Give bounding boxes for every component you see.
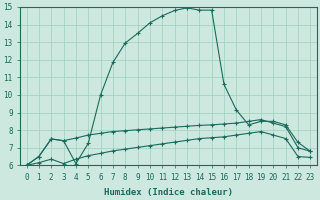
- X-axis label: Humidex (Indice chaleur): Humidex (Indice chaleur): [104, 188, 233, 197]
